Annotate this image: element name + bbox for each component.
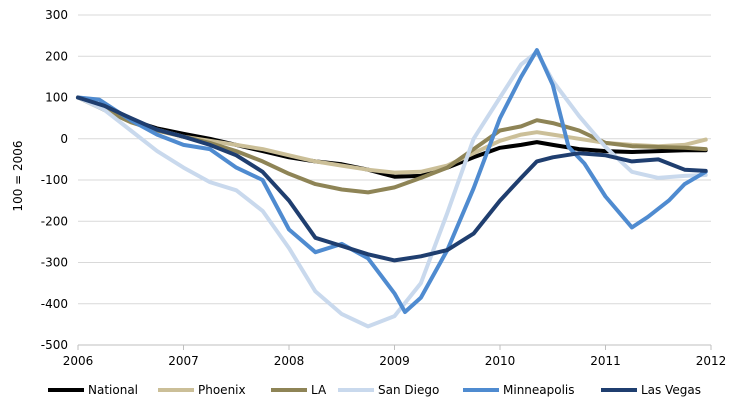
y-tick-label: -400 — [41, 297, 68, 311]
series-line-minneapolis — [76, 48, 708, 314]
series-lines — [76, 48, 708, 329]
y-tick-label: -500 — [41, 338, 68, 352]
legend-label: LA — [311, 383, 327, 397]
series-line-national — [76, 95, 708, 179]
x-tick-label: 2008 — [274, 354, 305, 368]
series-line-san-diego — [76, 50, 708, 329]
legend-label: Minneapolis — [503, 383, 575, 397]
y-axis-label: 100 = 2006 — [11, 140, 25, 211]
x-tick-label: 2010 — [485, 354, 516, 368]
y-tick-label: 300 — [45, 8, 68, 22]
x-tick-label: 2011 — [590, 354, 621, 368]
legend-label: San Diego — [378, 383, 439, 397]
y-tick-label: -100 — [41, 173, 68, 187]
legend-label: Las Vegas — [641, 383, 701, 397]
x-tick-label: 2006 — [63, 354, 94, 368]
y-tick-label: -200 — [41, 214, 68, 228]
series-line-la — [76, 95, 708, 195]
y-tick-label: 200 — [45, 49, 68, 63]
legend-label: National — [88, 383, 138, 397]
y-tick-label: -300 — [41, 256, 68, 270]
legend: National Phoenix LA San Diego Minneapolis Las… — [48, 383, 701, 397]
x-tick-label: 2009 — [379, 354, 410, 368]
legend-label: Phoenix — [198, 383, 246, 397]
y-tick-label: 100 — [45, 91, 68, 105]
y-tick-label: 0 — [60, 132, 68, 146]
axes: 300 200 100 0 -100 -200 -300 -400 -500 2006 2007 20… — [41, 8, 727, 368]
series-line-las-vegas — [76, 95, 708, 263]
x-tick-label: 2012 — [696, 354, 727, 368]
x-tick-label: 2007 — [168, 354, 199, 368]
